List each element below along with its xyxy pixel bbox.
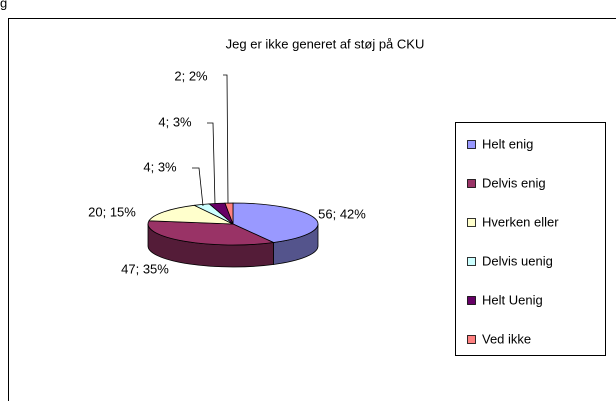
pie-slice [147, 220, 275, 246]
chart-title: Jeg er ikke generet af støj på CKU [226, 36, 425, 51]
legend-label: Delvis uenig [482, 253, 553, 268]
legend-label: Ved ikke [482, 331, 531, 346]
leader-line [223, 74, 229, 204]
data-label: 4; 3% [143, 159, 177, 174]
leader-line [207, 122, 216, 205]
pie-slice [232, 202, 319, 243]
data-label: 47; 35% [121, 261, 169, 276]
legend-box [455, 122, 606, 356]
legend-label: Delvis enig [482, 175, 546, 190]
legend-swatch [467, 179, 476, 188]
legend-label: Helt enig [482, 136, 533, 151]
pie-slice [224, 202, 234, 225]
data-label: 56; 42% [318, 206, 366, 221]
header-fragment: g [0, 0, 7, 10]
data-label: 2; 2% [174, 68, 208, 83]
data-label: 4; 3% [158, 114, 192, 129]
data-label: 20; 15% [88, 204, 136, 219]
legend-swatch [467, 335, 476, 344]
legend-swatch [467, 296, 476, 305]
legend-swatch [467, 218, 476, 227]
leader-line [192, 167, 204, 207]
legend-label: Helt Uenig [482, 292, 543, 307]
legend-label: Hverken eller [482, 214, 559, 229]
legend-swatch [467, 140, 476, 149]
pie-slice [148, 204, 234, 225]
legend-swatch [467, 257, 476, 266]
